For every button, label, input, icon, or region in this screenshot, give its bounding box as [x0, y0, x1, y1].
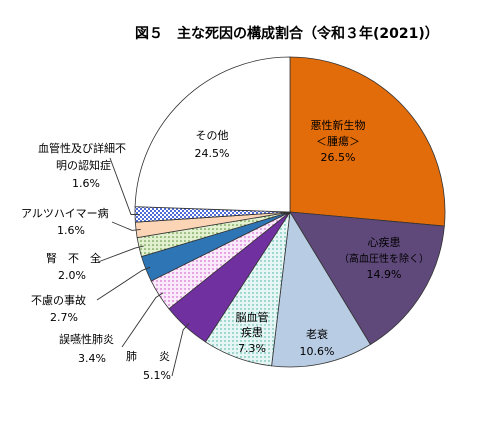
leader-line — [171, 323, 190, 377]
slice-label-sub: （高血圧性を除く） — [339, 252, 429, 265]
slice-label-name: 誤嚥性肺炎 — [59, 332, 114, 346]
slice-label-name: 老衰 — [306, 327, 328, 341]
leader-line — [121, 292, 164, 348]
slice-label-value: 10.6% — [300, 345, 335, 358]
slice-label-name: 腎 不 全 — [46, 251, 101, 265]
slice-label-value: 2.0% — [58, 269, 86, 282]
slice-label-value: 24.5% — [195, 147, 230, 160]
slice-label-name: その他 — [196, 129, 229, 142]
slice-label-sub: 疾患 — [241, 325, 263, 339]
slice-label-name: 肺 炎 — [126, 350, 170, 363]
leader-line — [109, 157, 140, 215]
slice-label-name: 脳血管 — [236, 310, 269, 324]
slice-label-sub: ＜腫瘍＞ — [316, 134, 360, 148]
slice-label-name: 血管性及び詳細不 — [38, 141, 126, 155]
slice-label-value: 5.1% — [143, 369, 171, 382]
leader-lines — [96, 157, 190, 377]
slice-label-name: アルツハイマー病 — [21, 206, 109, 220]
slice-label-name: 不慮の事故 — [31, 293, 86, 307]
slice-label-value: 1.6% — [72, 177, 100, 190]
pie-slice — [289, 56, 446, 227]
leader-line — [96, 266, 151, 301]
pie-slice — [289, 211, 445, 346]
pie-slice — [271, 210, 371, 368]
slice-label-value: 3.4% — [78, 352, 106, 365]
slice-label-sub: 明の認知症 — [56, 158, 111, 172]
slice-label-value: 7.3% — [238, 342, 266, 355]
slice-label-value: 1.6% — [57, 224, 85, 237]
slice-label-value: 2.7% — [50, 311, 78, 324]
pie-slices — [134, 56, 446, 368]
leader-line — [111, 221, 141, 231]
slice-label-name: 悪性新生物 — [311, 118, 366, 132]
leader-line — [97, 245, 144, 263]
chart-title: 図５ 主な死因の構成割合（令和３年(2021)） — [135, 25, 439, 42]
slice-label-value: 26.5% — [321, 151, 356, 164]
slice-label-value: 14.9% — [367, 268, 402, 281]
pie-slice — [134, 56, 291, 213]
slice-label-name: 心疾患 — [368, 235, 401, 249]
